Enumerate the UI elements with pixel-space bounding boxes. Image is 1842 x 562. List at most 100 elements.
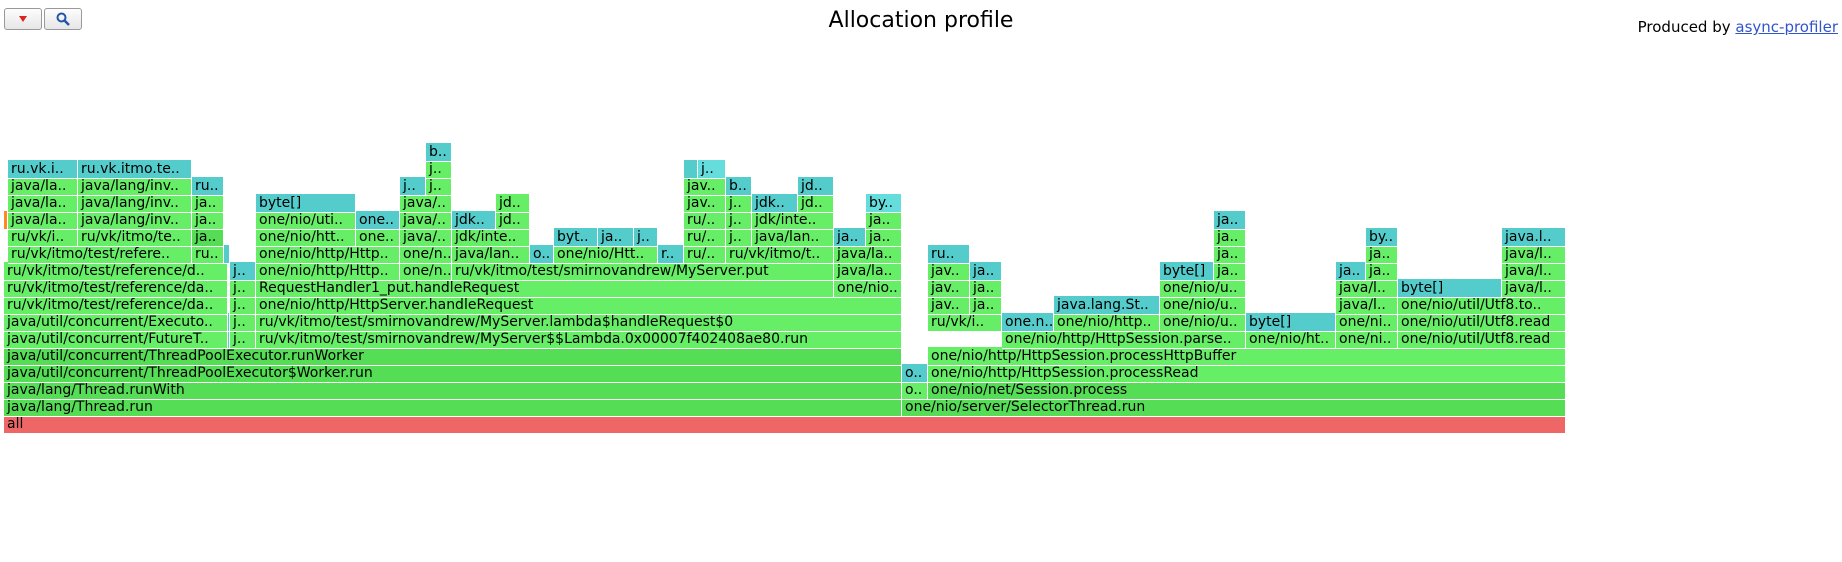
flame-frame[interactable]: ru.. <box>928 245 970 264</box>
flame-frame[interactable]: ja.. <box>970 296 1002 315</box>
flame-frame[interactable]: ru/vk/itmo/test/reference/d.. <box>4 262 228 281</box>
flame-frame[interactable]: one/nio/http/HttpSession.processHttpBuff… <box>928 347 1566 366</box>
flame-frame[interactable]: one/nio/htt.. <box>256 228 356 247</box>
flame-frame[interactable]: jd.. <box>798 177 834 196</box>
flame-frame[interactable]: ja.. <box>866 211 902 230</box>
flame-frame[interactable]: jav.. <box>684 177 726 196</box>
flame-frame[interactable]: ja.. <box>1366 262 1398 281</box>
flame-frame[interactable]: java/l.. <box>1336 296 1398 315</box>
flame-frame[interactable]: ru/vk/itmo/t.. <box>726 245 834 264</box>
flame-frame[interactable]: jdk.. <box>752 194 798 213</box>
flame-frame[interactable]: java/lang/inv.. <box>78 194 192 213</box>
flame-frame[interactable]: java/l.. <box>1502 279 1566 298</box>
flame-frame[interactable]: o.. <box>530 245 554 264</box>
flame-frame[interactable]: java/l.. <box>1336 279 1398 298</box>
flame-frame[interactable]: one/ni.. <box>1336 313 1398 332</box>
flame-frame[interactable]: byt.. <box>554 228 598 247</box>
flame-frame[interactable] <box>684 160 698 179</box>
flame-frame[interactable]: j.. <box>230 262 256 281</box>
flame-frame[interactable]: one/nio/http/Http.. <box>256 245 400 264</box>
flame-frame[interactable]: o.. <box>902 364 928 383</box>
flame-frame[interactable]: ru/.. <box>684 211 726 230</box>
flame-frame[interactable]: java/lang/Thread.runWith <box>4 381 902 400</box>
flame-frame[interactable]: ru/vk/i.. <box>8 228 78 247</box>
flame-frame[interactable]: RequestHandler1_put.handleRequest <box>256 279 834 298</box>
flame-frame[interactable]: ja.. <box>1214 245 1246 264</box>
flame-frame[interactable]: j.. <box>426 177 452 196</box>
flame-frame[interactable]: one/nio/http/HttpServer.handleRequest <box>256 296 902 315</box>
flame-frame[interactable]: java/l.. <box>1502 245 1566 264</box>
flame-frame[interactable]: ru/.. <box>684 245 726 264</box>
flame-frame[interactable]: java/.. <box>400 228 452 247</box>
flame-frame[interactable]: ru/vk/itmo/test/smirnovandrew/MyServer.p… <box>452 262 834 281</box>
flame-frame[interactable]: java.l.. <box>1502 228 1566 247</box>
flame-frame[interactable]: java/la.. <box>8 177 78 196</box>
flame-frame[interactable]: jav.. <box>928 296 970 315</box>
flame-frame[interactable]: jd.. <box>798 194 834 213</box>
flame-frame[interactable]: ja.. <box>970 262 1002 281</box>
flame-frame[interactable]: ja.. <box>192 194 224 213</box>
flame-frame[interactable]: java/.. <box>400 211 452 230</box>
flame-frame[interactable]: ru/vk/itmo/te.. <box>78 228 192 247</box>
flame-frame[interactable]: one/n.. <box>400 245 452 264</box>
flame-frame[interactable]: o.. <box>902 381 928 400</box>
flame-frame[interactable]: byte[] <box>1398 279 1502 298</box>
flame-frame[interactable]: one.. <box>356 228 400 247</box>
flame-frame[interactable]: jdk.. <box>452 211 496 230</box>
flame-frame[interactable]: java/l.. <box>1502 262 1566 281</box>
flame-frame[interactable]: java/lang/Thread.run <box>4 398 902 417</box>
flame-frame[interactable]: one/nio/util/Utf8.read <box>1398 313 1566 332</box>
flame-frame[interactable]: by.. <box>866 194 902 213</box>
flame-frame[interactable]: java/la.. <box>834 262 902 281</box>
flame-frame[interactable]: one/ni.. <box>1336 330 1398 349</box>
flame-frame[interactable]: byte[] <box>1160 262 1214 281</box>
flame-frame[interactable]: one/nio/ht.. <box>1246 330 1336 349</box>
flame-frame[interactable]: ru/vk/i.. <box>928 313 1002 332</box>
flame-frame[interactable]: java/util/concurrent/Executo.. <box>4 313 228 332</box>
flame-frame[interactable]: java.lang.St.. <box>1054 296 1160 315</box>
flame-frame[interactable]: one/nio/util/Utf8.read <box>1398 330 1566 349</box>
flame-frame[interactable]: jdk/inte.. <box>752 211 834 230</box>
flame-frame[interactable]: java/lan.. <box>452 245 530 264</box>
flame-frame[interactable]: ja.. <box>192 211 224 230</box>
flame-frame[interactable]: j.. <box>230 296 256 315</box>
flame-frame[interactable]: j.. <box>230 313 256 332</box>
flame-frame[interactable]: one/n.. <box>400 262 452 281</box>
flame-frame[interactable]: b.. <box>726 177 752 196</box>
flame-frame[interactable]: ru/vk/itmo/test/reference/da.. <box>4 279 228 298</box>
flame-frame[interactable]: ru/.. <box>684 228 726 247</box>
flame-frame[interactable]: j.. <box>698 160 726 179</box>
flame-frame[interactable]: one/nio/util/Utf8.to.. <box>1398 296 1566 315</box>
flame-frame[interactable]: one/nio/http.. <box>1054 313 1160 332</box>
flame-frame[interactable]: java/util/concurrent/ThreadPoolExecutor.… <box>4 347 902 366</box>
flame-frame[interactable]: one/nio/u.. <box>1160 279 1246 298</box>
flame-frame[interactable]: ja.. <box>1366 245 1398 264</box>
flame-frame[interactable]: ru/vk/itmo/test/smirnovandrew/MyServer$$… <box>256 330 902 349</box>
flame-frame[interactable]: ja.. <box>598 228 634 247</box>
flame-frame[interactable]: java/util/concurrent/FutureT.. <box>4 330 228 349</box>
flame-frame[interactable]: java/lang/inv.. <box>78 177 192 196</box>
flame-frame[interactable]: jav.. <box>928 262 970 281</box>
async-profiler-link[interactable]: async-profiler <box>1735 18 1838 36</box>
flame-frame[interactable]: one/nio/net/Session.process <box>928 381 1566 400</box>
flame-frame[interactable]: ja.. <box>192 228 224 247</box>
flame-frame[interactable]: ru.vk.i.. <box>8 160 78 179</box>
flame-frame[interactable]: java/la.. <box>8 211 78 230</box>
flame-frame[interactable]: jav.. <box>928 279 970 298</box>
flame-frame[interactable]: one/nio/server/SelectorThread.run <box>902 398 1566 417</box>
flame-frame[interactable]: jav.. <box>684 194 726 213</box>
flame-frame[interactable]: ja.. <box>1214 228 1246 247</box>
flame-frame[interactable] <box>228 313 230 332</box>
flame-frame[interactable]: one/nio/uti.. <box>256 211 356 230</box>
flame-frame[interactable]: ru.. <box>192 245 224 264</box>
flame-frame[interactable]: one/nio.. <box>834 279 902 298</box>
flame-frame[interactable]: one.n.. <box>1002 313 1054 332</box>
reverse-button[interactable] <box>4 8 42 30</box>
flame-frame[interactable]: j.. <box>726 228 752 247</box>
flame-frame[interactable]: j.. <box>400 177 426 196</box>
flame-frame[interactable] <box>228 330 230 349</box>
flame-frame[interactable]: one/nio/u.. <box>1160 296 1246 315</box>
flame-frame[interactable]: j.. <box>726 194 752 213</box>
flame-frame[interactable]: jd.. <box>496 194 530 213</box>
search-button[interactable] <box>44 8 82 30</box>
